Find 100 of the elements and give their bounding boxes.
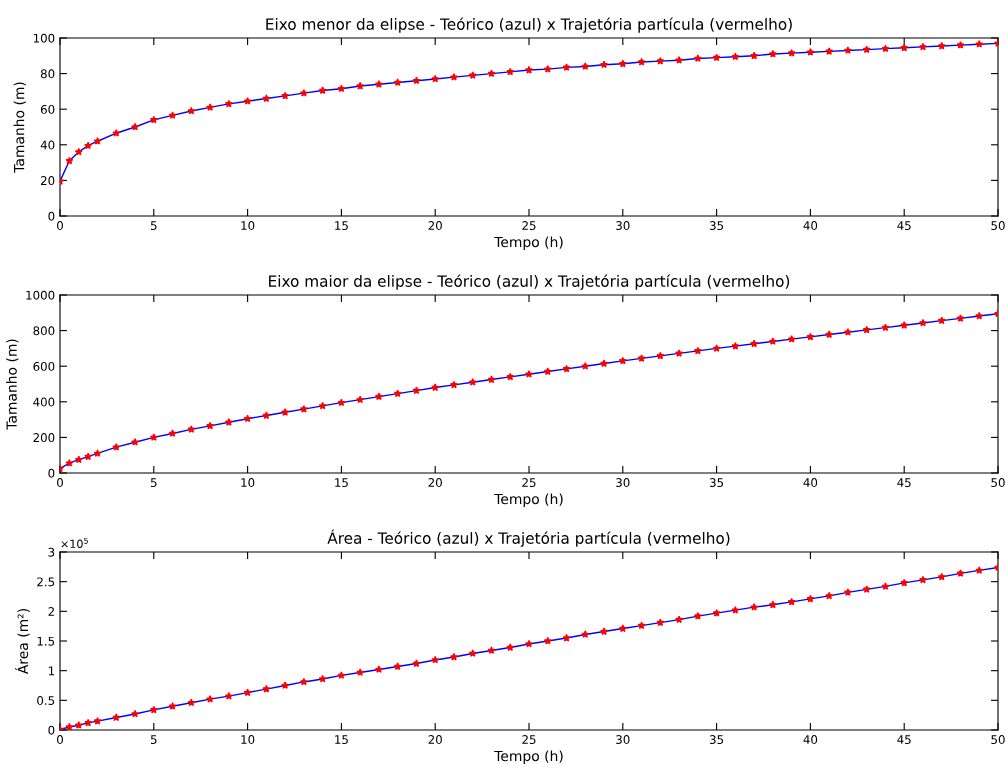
y-axis-title: Área (m²) xyxy=(15,609,30,675)
x-tick-label: 20 xyxy=(428,221,442,230)
point xyxy=(84,718,93,727)
point xyxy=(356,668,365,676)
point xyxy=(412,659,421,668)
point xyxy=(825,591,834,600)
point xyxy=(731,341,740,350)
x-tick-label: 30 xyxy=(616,478,630,487)
x-tick-label: 35 xyxy=(709,735,724,744)
point xyxy=(956,40,965,49)
point xyxy=(468,71,477,79)
point xyxy=(281,681,290,690)
point xyxy=(900,43,909,52)
point xyxy=(187,425,196,433)
point xyxy=(862,45,871,54)
point xyxy=(187,106,196,115)
x-tick-label: 30 xyxy=(616,735,630,744)
point xyxy=(881,44,890,53)
point xyxy=(337,84,346,93)
x-tick-label: 35 xyxy=(709,478,724,487)
x-axis-title: Tempo (h) xyxy=(494,493,563,507)
point xyxy=(562,364,571,373)
x-tick-label: 45 xyxy=(897,478,911,487)
point xyxy=(93,449,102,457)
point xyxy=(731,52,740,61)
point xyxy=(487,375,496,384)
point xyxy=(918,42,927,51)
x-tick-label: 20 xyxy=(428,735,442,744)
point xyxy=(768,337,777,345)
point xyxy=(787,334,796,343)
point xyxy=(206,421,215,430)
point xyxy=(862,325,871,334)
y-tick-label: 400 xyxy=(33,397,55,407)
point xyxy=(131,438,140,446)
point xyxy=(656,351,665,360)
point xyxy=(562,633,571,642)
point xyxy=(318,401,327,410)
point xyxy=(224,692,233,700)
y-axis-title: Tamanho (m) xyxy=(6,339,19,430)
point xyxy=(299,89,308,97)
y-tick-label: 2 xyxy=(48,607,54,616)
chart-title: Área - Teórico (azul) x Trajetória partícula (vermelho) xyxy=(327,529,730,547)
point xyxy=(525,370,533,378)
point xyxy=(543,367,552,376)
point xyxy=(318,674,327,683)
x-tick-label: 15 xyxy=(335,221,348,230)
point xyxy=(243,688,252,697)
point xyxy=(675,56,684,64)
x-tick-label: 25 xyxy=(522,735,536,744)
point xyxy=(900,321,909,329)
point xyxy=(731,605,740,614)
point xyxy=(187,698,196,707)
point xyxy=(712,344,721,352)
x-tick-label: 0 xyxy=(57,221,63,230)
point xyxy=(393,389,402,398)
point xyxy=(299,677,308,686)
y-tick-label: 200 xyxy=(33,433,55,443)
point xyxy=(149,115,158,124)
point xyxy=(74,147,83,156)
y-tick-label: 100 xyxy=(33,33,55,43)
point xyxy=(243,414,252,423)
point xyxy=(712,608,721,617)
point xyxy=(449,72,458,81)
point xyxy=(693,54,702,62)
point xyxy=(206,103,215,111)
point xyxy=(750,339,759,348)
point xyxy=(825,330,834,339)
x-axis-title: Tempo (h) xyxy=(494,750,563,764)
point xyxy=(506,372,515,381)
point xyxy=(84,141,93,150)
x-tick-label: 45 xyxy=(897,735,911,744)
x-tick-label: 5 xyxy=(150,735,157,744)
chart-title: Eixo maior da elipse - Teórico (azul) x Trajetória partícula (vermelho) xyxy=(269,274,790,290)
point xyxy=(712,53,721,62)
y-tick-label: 1 xyxy=(48,666,55,676)
point xyxy=(168,429,177,437)
point xyxy=(975,311,984,320)
point xyxy=(281,91,290,100)
point xyxy=(600,359,609,368)
point xyxy=(393,78,402,87)
point xyxy=(806,48,815,56)
point xyxy=(693,346,702,355)
point xyxy=(806,594,815,603)
x-tick-label: 0 xyxy=(57,478,63,487)
y-tick-label: 800 xyxy=(33,326,55,336)
y-tick-label: 1000 xyxy=(26,290,55,300)
point xyxy=(918,318,927,327)
point xyxy=(431,383,440,392)
point xyxy=(487,646,496,654)
point xyxy=(750,603,759,611)
point xyxy=(506,67,515,76)
x-tick-label: 10 xyxy=(241,478,255,487)
point xyxy=(937,572,946,581)
point xyxy=(74,721,83,729)
point xyxy=(750,51,759,60)
point xyxy=(843,46,852,54)
point xyxy=(693,611,702,620)
point xyxy=(656,618,665,627)
point xyxy=(65,459,74,467)
x-tick-label: 50 xyxy=(991,735,1005,744)
